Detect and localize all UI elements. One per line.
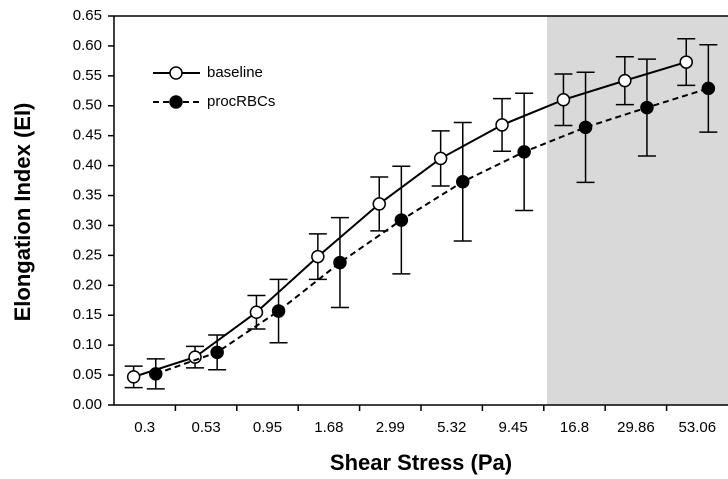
data-point (249, 305, 264, 319)
legend-marker (169, 95, 183, 109)
y-axis-title: Elongation Index (EI) (10, 103, 35, 322)
data-point (679, 55, 693, 69)
shaded-region (547, 16, 728, 405)
data-point (149, 367, 163, 381)
data-point (333, 255, 347, 270)
data-point (578, 120, 593, 135)
data-point (495, 118, 509, 132)
x-tick-label: 9.45 (498, 419, 527, 436)
y-tick-label: 0.55 (73, 67, 102, 84)
x-tick-label: 0.3 (134, 419, 155, 436)
y-tick-label: 0.35 (73, 187, 102, 204)
y-tick-label: 0.25 (73, 246, 102, 263)
data-point (210, 345, 224, 360)
data-point (618, 73, 632, 88)
data-point (556, 93, 571, 107)
data-point (188, 350, 202, 364)
data-point (433, 151, 448, 166)
x-tick-label: 0.53 (191, 419, 220, 436)
legend-label: baseline (207, 64, 263, 81)
data-point (271, 304, 286, 318)
data-point (372, 197, 386, 211)
data-point (126, 370, 141, 384)
y-tick-label: 0.65 (73, 7, 102, 24)
data-point (311, 249, 325, 264)
x-axis-title: Shear Stress (Pa) (330, 450, 512, 475)
x-tick-label: 53.06 (679, 419, 717, 436)
y-tick-label: 0.05 (73, 366, 102, 383)
x-tick-label: 5.32 (437, 419, 466, 436)
y-tick-label: 0.00 (73, 396, 102, 413)
data-point (456, 175, 470, 189)
data-point (640, 100, 654, 115)
x-tick-label: 1.68 (314, 419, 343, 436)
x-tick-label: 29.86 (617, 419, 655, 436)
legend-label: procRBCs (207, 93, 275, 110)
y-tick-label: 0.60 (73, 37, 102, 54)
y-tick-label: 0.10 (73, 336, 102, 353)
data-point (701, 81, 716, 96)
data-point (394, 213, 409, 227)
y-tick-label: 0.40 (73, 157, 102, 174)
series-line (155, 87, 709, 375)
y-tick-label: 0.50 (73, 97, 102, 114)
y-tick-label: 0.20 (73, 276, 102, 293)
y-tick-label: 0.15 (73, 306, 102, 323)
x-tick-label: 16.8 (560, 419, 589, 436)
data-point (517, 145, 531, 159)
y-tick-label: 0.30 (73, 216, 102, 233)
legend-marker (169, 66, 183, 80)
x-tick-label: 2.99 (376, 419, 405, 436)
y-tick-label: 0.45 (73, 127, 102, 144)
x-tick-label: 0.95 (253, 419, 282, 436)
